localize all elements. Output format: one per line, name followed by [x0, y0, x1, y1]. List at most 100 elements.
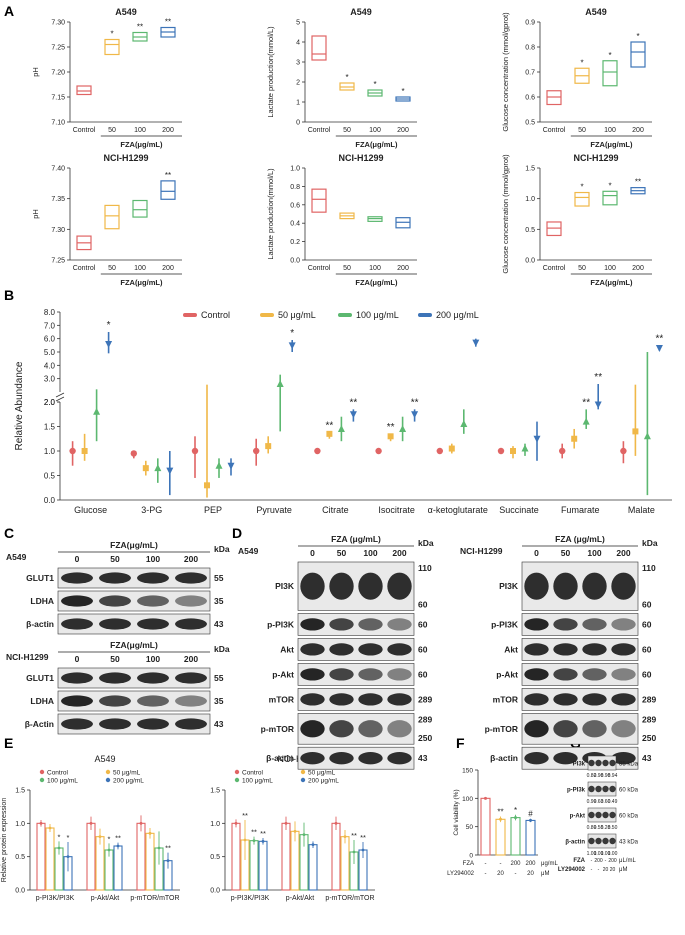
blot-band: [61, 595, 93, 607]
panel-letter-a: A: [4, 3, 14, 19]
x-tick-label: Fumarate: [561, 505, 600, 515]
treatment-value: 20: [497, 871, 504, 877]
y-tick-label: 1.0: [15, 821, 25, 828]
y-tick-label: 0.6: [525, 95, 535, 102]
band-quant-value: 0.98: [594, 773, 604, 779]
box: [104, 204, 120, 230]
blot-row-label: β-actin: [26, 619, 54, 629]
significance-mark: *: [67, 833, 70, 842]
x-tick-label: 200: [162, 127, 174, 134]
data-point: [265, 443, 272, 450]
data-point: [632, 428, 639, 435]
axis-break: [55, 392, 65, 398]
blot-lane-label: 200: [392, 548, 406, 558]
treatment-value: 200: [594, 858, 603, 864]
data-point: [215, 461, 223, 469]
blot-strip: [587, 781, 617, 797]
band-quant-value: 0.99: [587, 799, 597, 805]
data-point: [157, 846, 161, 850]
significance-mark: **: [387, 422, 395, 433]
blot-row-kda: 60: [642, 619, 652, 629]
y-tick-label: 1.0: [525, 196, 535, 203]
bar: [145, 832, 155, 891]
group-label: FZA(μg/mL): [355, 140, 398, 149]
band-quant-value: 1.00: [587, 851, 597, 857]
treatment-value: -: [605, 858, 607, 864]
blot-row-label: p-PI3K: [491, 619, 519, 629]
y-tick-label: 4.0: [44, 361, 56, 370]
blot-band: [137, 595, 169, 607]
bar: [308, 844, 318, 891]
bar: [45, 827, 55, 891]
blot-row-kda: 43: [214, 719, 224, 729]
y-tick-label: 0.0: [210, 888, 220, 895]
y-tick-label: 1.5: [44, 423, 56, 432]
blot-band: [99, 672, 131, 684]
y-tick-label: 7.35: [51, 196, 65, 203]
band-quant-value: 0.82: [587, 773, 597, 779]
y-tick-label: 50: [466, 824, 474, 831]
x-tick-label: 200: [632, 127, 644, 134]
blot-band: [387, 720, 412, 738]
panel-letter-e: E: [4, 735, 13, 751]
blot-band: [99, 595, 131, 607]
data-point: [533, 435, 541, 443]
y-tick-label: 0.5: [15, 854, 25, 861]
box: [76, 85, 92, 96]
blot-band: [611, 618, 636, 631]
bar: [36, 822, 46, 891]
data-point: [326, 430, 333, 437]
data-point: [293, 829, 297, 833]
blot-lane-label: 0: [75, 654, 80, 664]
box: [132, 199, 148, 218]
blot-kda-header: kDa: [214, 544, 230, 554]
band-quant-value: 0.94: [608, 773, 618, 779]
y-tick-label: 8.0: [44, 308, 56, 317]
data-point: [204, 482, 210, 489]
x-tick-label: Control: [308, 127, 331, 134]
blot-row-kda: 43: [642, 753, 652, 763]
data-point: [448, 445, 455, 452]
blot-band: [595, 837, 602, 845]
significance-mark: *: [290, 328, 294, 339]
blot-cell-line: A549: [6, 552, 27, 562]
data-point: [69, 447, 76, 455]
legend-marker: [105, 769, 111, 775]
x-tick-label: 100: [604, 265, 616, 272]
treatment-unit: μL/mL: [619, 858, 636, 864]
blot-band: [524, 668, 549, 681]
blot-row-kda: 60: [642, 644, 652, 654]
bar: [340, 836, 350, 891]
legend-marker: [105, 777, 111, 783]
data-point: [460, 420, 468, 428]
data-point: [276, 380, 284, 387]
significance-mark: **: [260, 829, 266, 838]
data-point: [361, 848, 365, 852]
blot-band: [358, 643, 383, 656]
y-tick-label: 7.40: [51, 166, 65, 173]
band-quant-value: 0.60: [601, 799, 611, 805]
bar: [281, 822, 291, 891]
blot-band: [582, 668, 607, 681]
blot-row-label: PI3K: [275, 581, 295, 591]
blot-band: [602, 759, 609, 767]
y-tick-label: 6.0: [44, 335, 56, 344]
y-tick-label: 7.10: [51, 120, 65, 127]
blot-strip: [57, 713, 211, 735]
x-tick-label: Control: [73, 127, 96, 134]
blot-band: [175, 572, 207, 584]
data-point: [387, 433, 394, 440]
chart-title: NCI-H1299: [573, 153, 618, 163]
treatment-value: 20: [610, 867, 616, 873]
blot-band: [61, 695, 93, 707]
blot-band: [611, 752, 636, 765]
blot-lane-label: 100: [146, 654, 160, 664]
blot-row-kda: 43: [418, 753, 428, 763]
blot-band: [329, 720, 354, 738]
blot-band: [609, 759, 616, 767]
treatment-label: FZA: [463, 861, 474, 867]
significance-mark: **: [594, 372, 602, 383]
blot-row-kda: 85 kDa: [619, 762, 639, 768]
